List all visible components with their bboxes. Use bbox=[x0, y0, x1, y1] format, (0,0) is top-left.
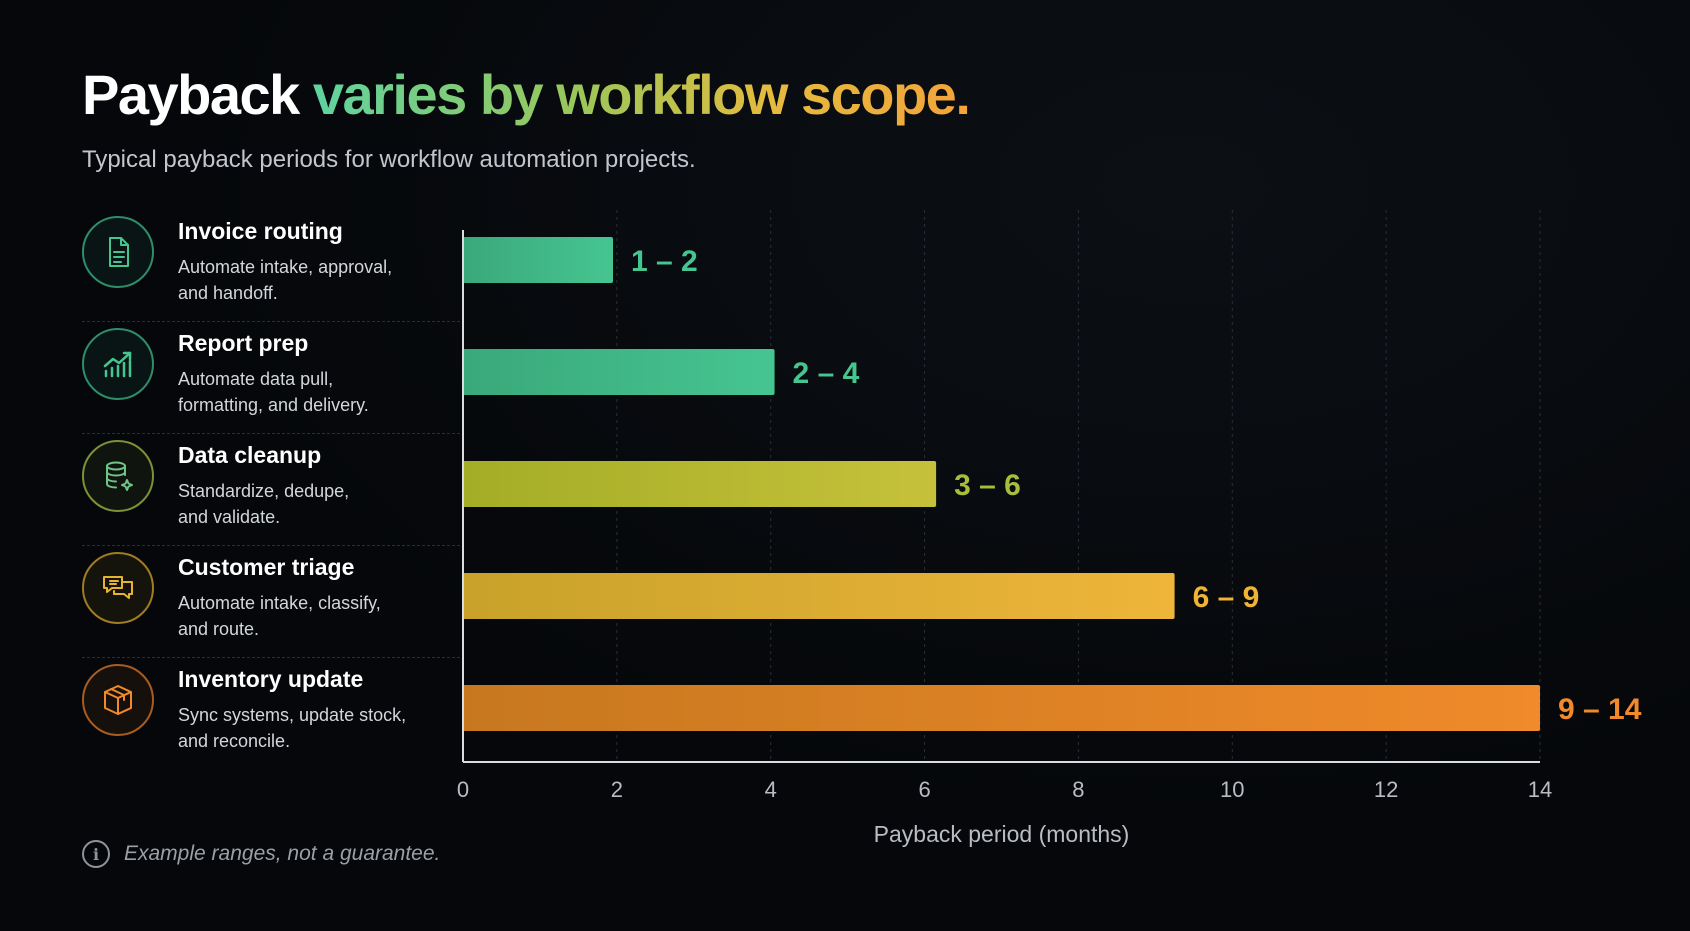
chat-bubbles-icon bbox=[103, 576, 133, 599]
data-label: 2 – 4 bbox=[793, 357, 860, 390]
workflow-description: Standardize, dedupe, and validate. bbox=[178, 481, 350, 527]
bar bbox=[463, 237, 614, 283]
workflow-title: Inventory update bbox=[178, 666, 364, 692]
workflow-icon-circle bbox=[82, 552, 154, 624]
workflow-list: Invoice routing Automate intake, approva… bbox=[82, 210, 460, 770]
title-plain: Payback bbox=[82, 63, 300, 126]
workflow-description: Automate intake, classify, and route. bbox=[178, 593, 381, 639]
x-tick-label: 4 bbox=[765, 777, 777, 802]
workflow-description: Sync systems, update stock, and reconcile… bbox=[178, 705, 407, 751]
x-tick-label: 14 bbox=[1528, 777, 1552, 802]
workflow-title: Data cleanup bbox=[178, 442, 322, 468]
x-tick-label: 0 bbox=[457, 777, 469, 802]
bar bbox=[463, 685, 1540, 731]
x-axis-label: Payback period (months) bbox=[874, 821, 1130, 847]
title-highlight: varies by workflow scope. bbox=[312, 63, 971, 126]
chart-subtitle: Typical payback periods for workflow aut… bbox=[82, 146, 696, 173]
chart-title: Payback varies by workflow scope. bbox=[82, 60, 971, 130]
workflow-row-data-cleanup: Data cleanup Standardize, dedupe, and val… bbox=[82, 434, 460, 546]
workflow-title: Report prep bbox=[178, 330, 309, 356]
data-label: 1 – 2 bbox=[631, 245, 698, 278]
x-tick-label: 8 bbox=[1072, 777, 1084, 802]
x-tick-label: 10 bbox=[1220, 777, 1244, 802]
x-tick-label: 6 bbox=[918, 777, 930, 802]
workflow-description: Automate data pull, formatting, and deliv… bbox=[178, 369, 369, 415]
workflow-icon-circle bbox=[82, 440, 154, 512]
workflow-title: Customer triage bbox=[178, 554, 355, 580]
x-tick-label: 2 bbox=[611, 777, 623, 802]
document-icon bbox=[109, 237, 129, 267]
data-label: 3 – 6 bbox=[954, 469, 1021, 502]
workflow-title: Invoice routing bbox=[178, 218, 343, 244]
bar bbox=[463, 349, 775, 395]
workflow-icon-circle bbox=[82, 664, 154, 736]
workflow-row-inventory-update: Inventory update Sync systems, update st… bbox=[82, 658, 460, 770]
workflow-description: Automate intake, approval, and handoff. bbox=[178, 257, 393, 303]
bar-chart-trend-icon bbox=[103, 351, 132, 378]
workflow-icon-circle bbox=[82, 328, 154, 400]
workflow-row-invoice-routing: Invoice routing Automate intake, approva… bbox=[82, 210, 460, 322]
box-icon bbox=[104, 685, 132, 715]
bar bbox=[463, 461, 937, 507]
footnote: i Example ranges, not a guarantee. bbox=[82, 840, 440, 868]
data-label: 9 – 14 bbox=[1558, 693, 1642, 726]
data-label: 6 – 9 bbox=[1193, 581, 1260, 614]
database-sparkle-icon bbox=[106, 461, 133, 491]
footnote-text: Example ranges, not a guarantee. bbox=[124, 842, 441, 865]
workflow-icon-circle bbox=[82, 216, 154, 288]
workflow-row-customer-triage: Customer triage Automate intake, classif… bbox=[82, 546, 460, 658]
x-tick-label: 12 bbox=[1374, 777, 1398, 802]
info-icon: i bbox=[82, 840, 110, 868]
bar bbox=[463, 573, 1175, 619]
workflow-row-report-prep: Report prep Automate data pull, formattin… bbox=[82, 322, 460, 434]
